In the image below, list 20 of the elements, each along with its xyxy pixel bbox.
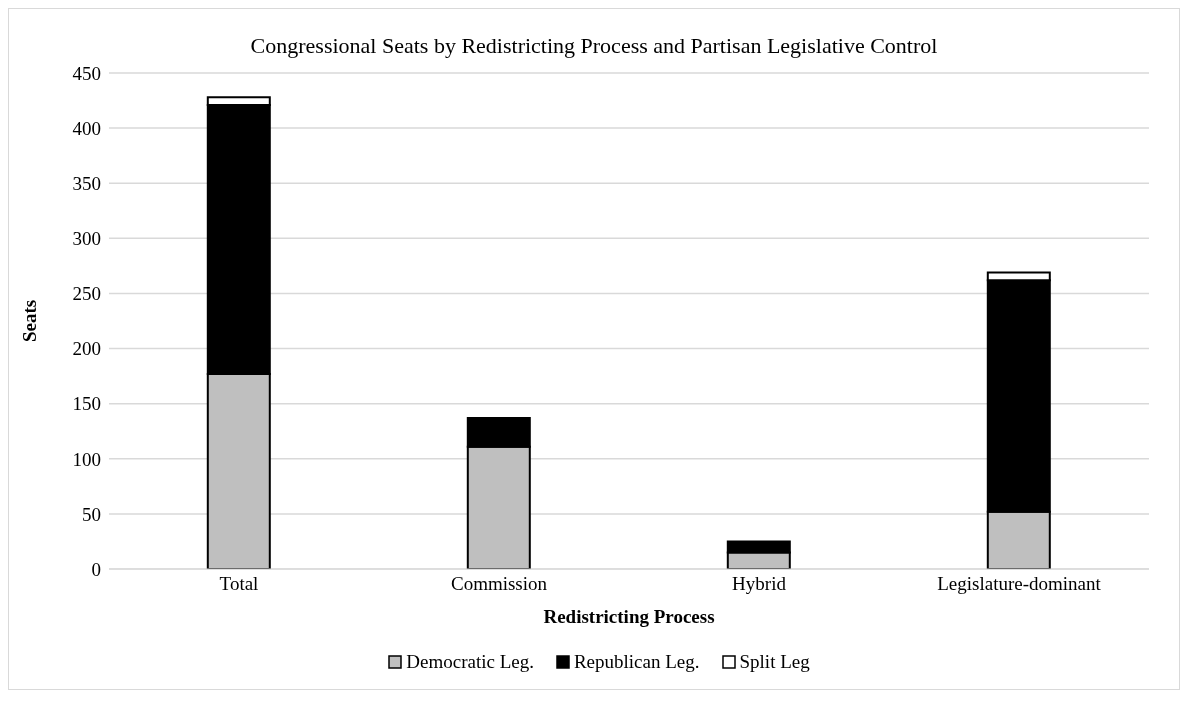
y-tick-label: 200 xyxy=(72,338,101,360)
y-tick-label: 250 xyxy=(72,283,101,305)
y-tick-label: 450 xyxy=(72,62,101,84)
x-axis-title: Redistricting Process xyxy=(543,606,715,627)
x-tick-label: Legislature-dominant xyxy=(937,573,1102,595)
legend-label: Split Leg xyxy=(739,651,810,673)
y-tick-label: 350 xyxy=(72,172,101,194)
x-tick-label: Commission xyxy=(450,573,548,595)
legend-label: Republican Leg. xyxy=(573,651,700,673)
y-tick-label: 100 xyxy=(72,448,101,470)
y-tick-label: 150 xyxy=(72,393,101,415)
y-tick-label: 400 xyxy=(72,117,101,139)
y-tick-label: 50 xyxy=(82,503,101,525)
y-tick-label: 0 xyxy=(91,558,101,580)
y-axis-title: Seats xyxy=(18,299,40,343)
chart-title: Congressional Seats by Redistricting Process and Partisan Legislative Control xyxy=(249,33,939,60)
legend-label: Democratic Leg. xyxy=(406,651,534,673)
y-tick-label: 300 xyxy=(72,228,101,250)
x-tick-label: Hybrid xyxy=(732,573,787,595)
x-tick-label: Total xyxy=(219,573,259,595)
